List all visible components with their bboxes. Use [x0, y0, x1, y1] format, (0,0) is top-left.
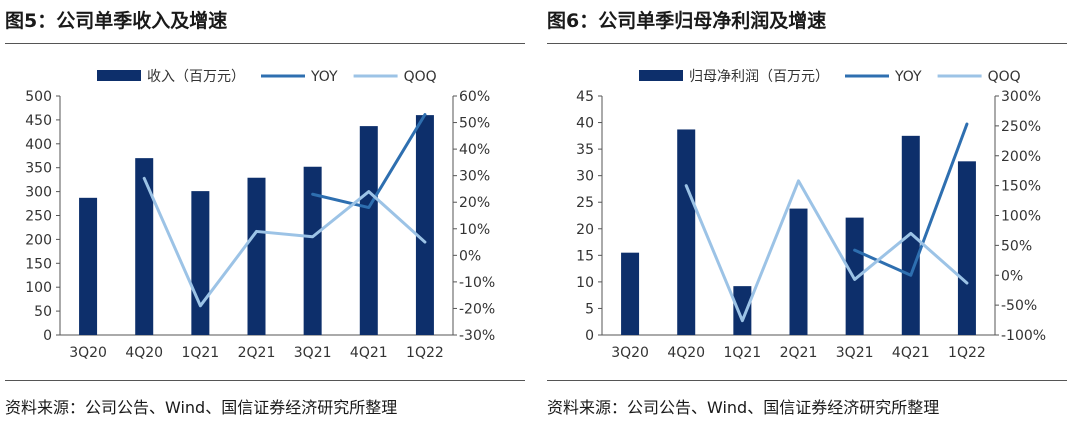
x-tick-label: 3Q20	[69, 345, 107, 361]
bar	[191, 191, 210, 335]
bar	[733, 286, 752, 335]
x-tick-label: 3Q21	[294, 345, 332, 361]
x-tick-label: 1Q22	[948, 345, 986, 361]
series-line-yoy	[311, 113, 427, 210]
bar	[135, 158, 154, 335]
series-line-yoy	[853, 122, 969, 277]
y2-tick-label: 20%	[459, 195, 490, 211]
bar	[845, 217, 864, 335]
y-tick-label: 15	[576, 248, 594, 264]
y-tick-label: 300	[25, 185, 52, 201]
y-tick-label: 200	[25, 232, 52, 248]
y2-tick-label: -30%	[459, 328, 495, 344]
y-tick-label: 450	[25, 113, 52, 129]
y-tick-label: 400	[25, 137, 52, 153]
y2-tick-label: 150%	[1001, 179, 1041, 195]
legend-label: YOY	[310, 69, 338, 85]
y-tick-label: 45	[576, 89, 594, 105]
legend-label: YOY	[894, 69, 922, 85]
y2-tick-label: 250%	[1001, 119, 1041, 135]
x-tick-label: 1Q22	[406, 345, 444, 361]
y2-tick-label: 30%	[459, 169, 490, 185]
x-tick-label: 4Q20	[667, 345, 705, 361]
y-tick-label: 500	[25, 89, 52, 105]
y2-tick-label: 200%	[1001, 149, 1041, 165]
y-tick-label: 350	[25, 161, 52, 177]
y2-tick-label: 40%	[459, 142, 490, 158]
y2-tick-label: 10%	[459, 222, 490, 238]
y2-tick-label: 300%	[1001, 89, 1041, 105]
legend-label: 归母净利润（百万元）	[689, 68, 829, 85]
source-note: 资料来源：公司公告、Wind、国信证券经济研究所整理	[5, 398, 398, 417]
bar	[247, 177, 266, 335]
x-tick-label: 4Q21	[350, 345, 388, 361]
y2-tick-label: -100%	[1001, 328, 1046, 344]
y2-tick-label: -20%	[459, 301, 495, 317]
x-tick-label: 2Q21	[238, 345, 276, 361]
y-tick-label: 25	[576, 195, 594, 211]
source-divider	[547, 380, 1067, 381]
source-divider	[5, 380, 525, 381]
x-tick-label: 4Q20	[125, 345, 163, 361]
y-tick-label: 40	[576, 116, 594, 132]
legend-swatch-bar	[97, 70, 141, 81]
net-profit-combo-chart: 0 5 10 15 20 25 30 35 40 45 -100% -50% 0% 50% 100% 150%…	[576, 68, 1046, 361]
x-tick-label: 1Q21	[723, 345, 761, 361]
y2-tick-label: 50%	[1001, 238, 1032, 254]
y-tick-label: 0	[43, 328, 52, 344]
x-tick-label: 2Q21	[780, 345, 818, 361]
series-line-qoq	[142, 176, 427, 308]
series-line-qoq	[684, 179, 969, 323]
title-divider	[547, 43, 1067, 44]
legend-label: QOQ	[404, 69, 437, 85]
bar	[789, 208, 808, 335]
y-tick-label: 100	[25, 280, 52, 296]
y2-tick-label: 100%	[1001, 209, 1041, 225]
bar	[621, 252, 640, 335]
net-profit-chart-panel: 图6：公司单季归母净利润及增速 0 5 10 15 20 25 30 35 40 45 -100% -…	[547, 0, 1077, 426]
figure-title: 图6：公司单季归母净利润及增速	[547, 10, 827, 32]
y2-tick-label: 50%	[459, 116, 490, 132]
bar	[677, 129, 696, 335]
bar	[957, 161, 976, 335]
bar	[415, 115, 434, 335]
legend-label: 收入（百万元）	[147, 69, 245, 85]
title-divider	[5, 43, 525, 44]
y-tick-label: 30	[576, 169, 594, 185]
legend-label: QOQ	[988, 69, 1021, 85]
legend-swatch-bar	[639, 70, 683, 81]
y-tick-label: 20	[576, 222, 594, 238]
y2-tick-label: 0%	[459, 248, 481, 264]
source-note: 资料来源：公司公告、Wind、国信证券经济研究所整理	[547, 398, 940, 417]
bar	[359, 126, 378, 335]
y-tick-label: 10	[576, 275, 594, 291]
y2-tick-label: -10%	[459, 275, 495, 291]
figure-title: 图5：公司单季收入及增速	[5, 10, 228, 32]
bar	[303, 166, 322, 335]
y2-tick-label: 0%	[1001, 268, 1023, 284]
y-tick-label: 50	[34, 304, 52, 320]
x-tick-label: 4Q21	[892, 345, 930, 361]
x-tick-label: 3Q20	[611, 345, 649, 361]
y2-tick-label: -50%	[1001, 298, 1037, 314]
x-tick-label: 3Q21	[836, 345, 874, 361]
revenue-chart-panel: 图5：公司单季收入及增速 0 50 100 150 200 250 300 350 400 450…	[5, 0, 535, 426]
y2-tick-label: 60%	[459, 89, 490, 105]
bar	[79, 197, 98, 335]
y-tick-label: 250	[25, 209, 52, 225]
y-tick-label: 150	[25, 256, 52, 272]
y-tick-label: 0	[585, 328, 594, 344]
x-tick-label: 1Q21	[181, 345, 219, 361]
revenue-combo-chart: 0 50 100 150 200 250 300 350 400 450 500 -30% -20% -1…	[25, 69, 495, 361]
y-tick-label: 35	[576, 142, 594, 158]
y-tick-label: 5	[585, 301, 594, 317]
